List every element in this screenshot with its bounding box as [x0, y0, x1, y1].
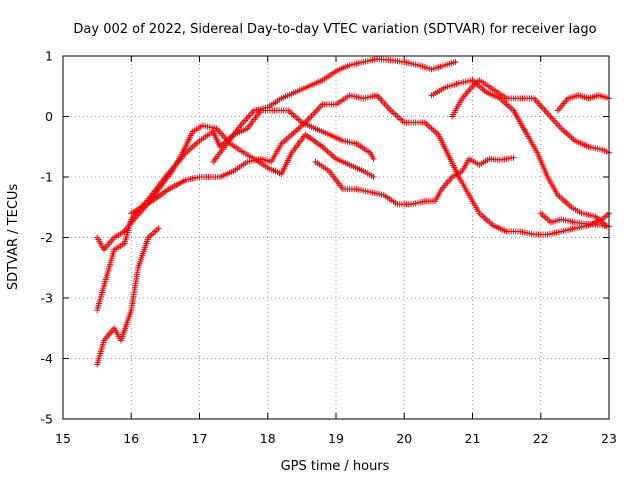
y-tick-label: 1 [45, 49, 53, 64]
data-point [452, 59, 459, 66]
series-trace-7 [428, 77, 609, 229]
series-trace-9 [554, 92, 612, 114]
y-tick-label: -3 [41, 291, 53, 306]
y-tick-label: -4 [41, 351, 54, 366]
x-tick-label: 16 [123, 431, 139, 446]
x-axis-ticks: 15 16 17 18 19 20 21 22 23 [55, 56, 617, 446]
x-tick-label: 20 [396, 431, 412, 446]
x-tick-label: 17 [192, 431, 208, 446]
y-tick-label: 0 [45, 109, 53, 124]
data-points [94, 56, 612, 368]
series-trace-6 [312, 154, 517, 208]
x-axis-label: GPS time / hours [281, 459, 390, 474]
chart-title: Day 002 of 2022, Sidereal Day-to-day VTE… [73, 22, 596, 37]
series-trace-8 [449, 77, 612, 156]
grid-lines [63, 56, 609, 419]
y-axis-ticks: -5 -4 -3 -2 -1 0 1 [41, 49, 609, 427]
x-tick-label: 22 [533, 431, 549, 446]
y-tick-label: -2 [41, 230, 53, 245]
y-axis-label: SDTVAR / TECUs [6, 184, 21, 291]
y-tick-label: -1 [41, 170, 53, 185]
data-point [370, 155, 377, 162]
x-tick-label: 15 [55, 431, 71, 446]
data-point [510, 154, 517, 161]
x-tick-label: 19 [328, 431, 344, 446]
series-trace-1 [94, 225, 162, 368]
series-trace-4 [128, 92, 612, 238]
plot-frame [62, 55, 610, 420]
x-tick-label: 23 [601, 431, 617, 446]
y-tick-label: -5 [41, 412, 53, 427]
data-point [370, 174, 377, 180]
series-trace-5 [210, 56, 459, 165]
series-trace-3 [94, 122, 377, 253]
x-tick-label: 18 [260, 431, 276, 446]
x-tick-label: 21 [465, 431, 481, 446]
data-point [155, 225, 162, 232]
